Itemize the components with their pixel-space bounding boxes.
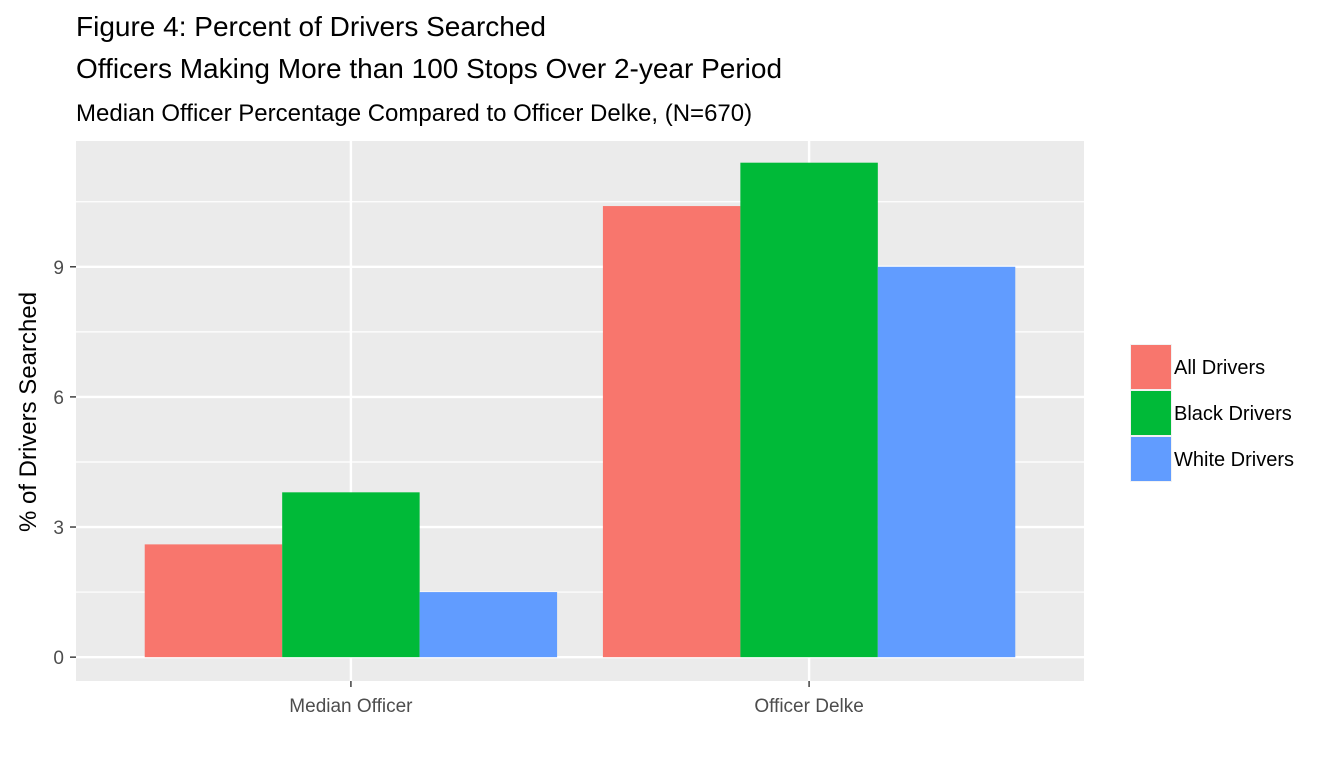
plot-area: 0 3 6 9 Median Officer Officer Delke: [53, 141, 1084, 717]
legend-label: Black Drivers: [1174, 403, 1292, 425]
legend-swatch: [1131, 345, 1171, 389]
y-tick-label: 3: [53, 518, 64, 539]
legend-swatch: [1131, 391, 1171, 435]
bar: [602, 206, 741, 658]
bar: [144, 544, 283, 658]
legend-swatch: [1131, 437, 1171, 481]
chart-title-line-1: Figure 4: Percent of Drivers Searched: [76, 11, 546, 42]
bar: [740, 162, 878, 658]
y-axis-label: % of Drivers Searched: [15, 292, 42, 532]
bar: [419, 592, 558, 658]
bar: [282, 492, 420, 658]
x-tick-label: Officer Delke: [754, 696, 863, 717]
legend-label: All Drivers: [1174, 357, 1265, 379]
y-tick-label: 9: [53, 258, 64, 279]
legend-label: White Drivers: [1174, 449, 1294, 471]
bar: [877, 266, 1016, 658]
y-tick-label: 0: [53, 648, 64, 669]
y-tick-label: 6: [53, 388, 64, 409]
legend: All Drivers Black Drivers White Drivers: [1130, 344, 1294, 482]
chart-subtitle: Median Officer Percentage Compared to Of…: [76, 100, 752, 127]
x-tick-label: Median Officer: [289, 696, 413, 717]
chart-title-line-2: Officers Making More than 100 Stops Over…: [76, 53, 782, 84]
